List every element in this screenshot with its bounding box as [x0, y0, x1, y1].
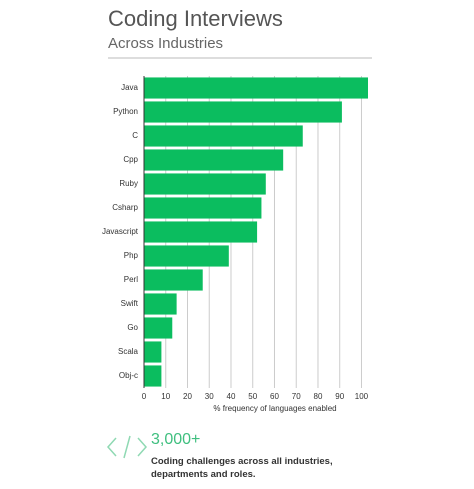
x-axis-label: % frequency of languages enabled	[213, 404, 336, 413]
y-tick-label: Php	[124, 251, 139, 260]
bar	[144, 173, 266, 195]
x-tick-label: 80	[314, 392, 323, 401]
x-tick-label: 20	[183, 392, 192, 401]
y-tick-label: Go	[127, 323, 138, 332]
y-tick-label: Python	[113, 107, 138, 116]
chart-subtitle: Across Industries	[108, 35, 223, 52]
y-tick-label: Cpp	[123, 155, 138, 164]
bar	[144, 101, 342, 123]
bar	[144, 269, 203, 291]
x-tick-label: 60	[270, 392, 279, 401]
bar	[144, 365, 162, 387]
x-tick-label: 70	[292, 392, 301, 401]
bar	[144, 341, 162, 363]
x-tick-label: 50	[248, 392, 257, 401]
y-tick-label: Java	[121, 83, 138, 92]
bar	[144, 77, 368, 99]
y-tick-label: C	[132, 131, 138, 140]
x-tick-label: 100	[355, 392, 369, 401]
x-tick-label: 90	[335, 392, 344, 401]
x-tick-label: 10	[161, 392, 170, 401]
bar	[144, 125, 303, 147]
bar	[144, 245, 229, 267]
x-tick-label: 0	[142, 392, 147, 401]
y-tick-label: Csharp	[112, 203, 138, 212]
y-tick-label: Obj-c	[119, 371, 138, 380]
y-tick-label: Ruby	[119, 179, 138, 188]
code-icon	[106, 435, 148, 459]
bar	[144, 197, 262, 219]
x-tick-label: 30	[205, 392, 214, 401]
y-tick-label: Javascript	[102, 227, 139, 236]
bar	[144, 317, 173, 339]
x-tick-label: 40	[227, 392, 236, 401]
callout-value: 3,000+	[151, 431, 201, 448]
bar	[144, 293, 177, 315]
bar	[144, 149, 284, 171]
bar	[144, 221, 258, 243]
y-tick-label: Perl	[124, 275, 138, 284]
y-tick-label: Scala	[118, 347, 139, 356]
chart-title: Coding Interviews	[108, 6, 283, 31]
callout-text: Coding challenges across all industries,…	[151, 456, 333, 480]
y-tick-label: Swift	[121, 299, 139, 308]
